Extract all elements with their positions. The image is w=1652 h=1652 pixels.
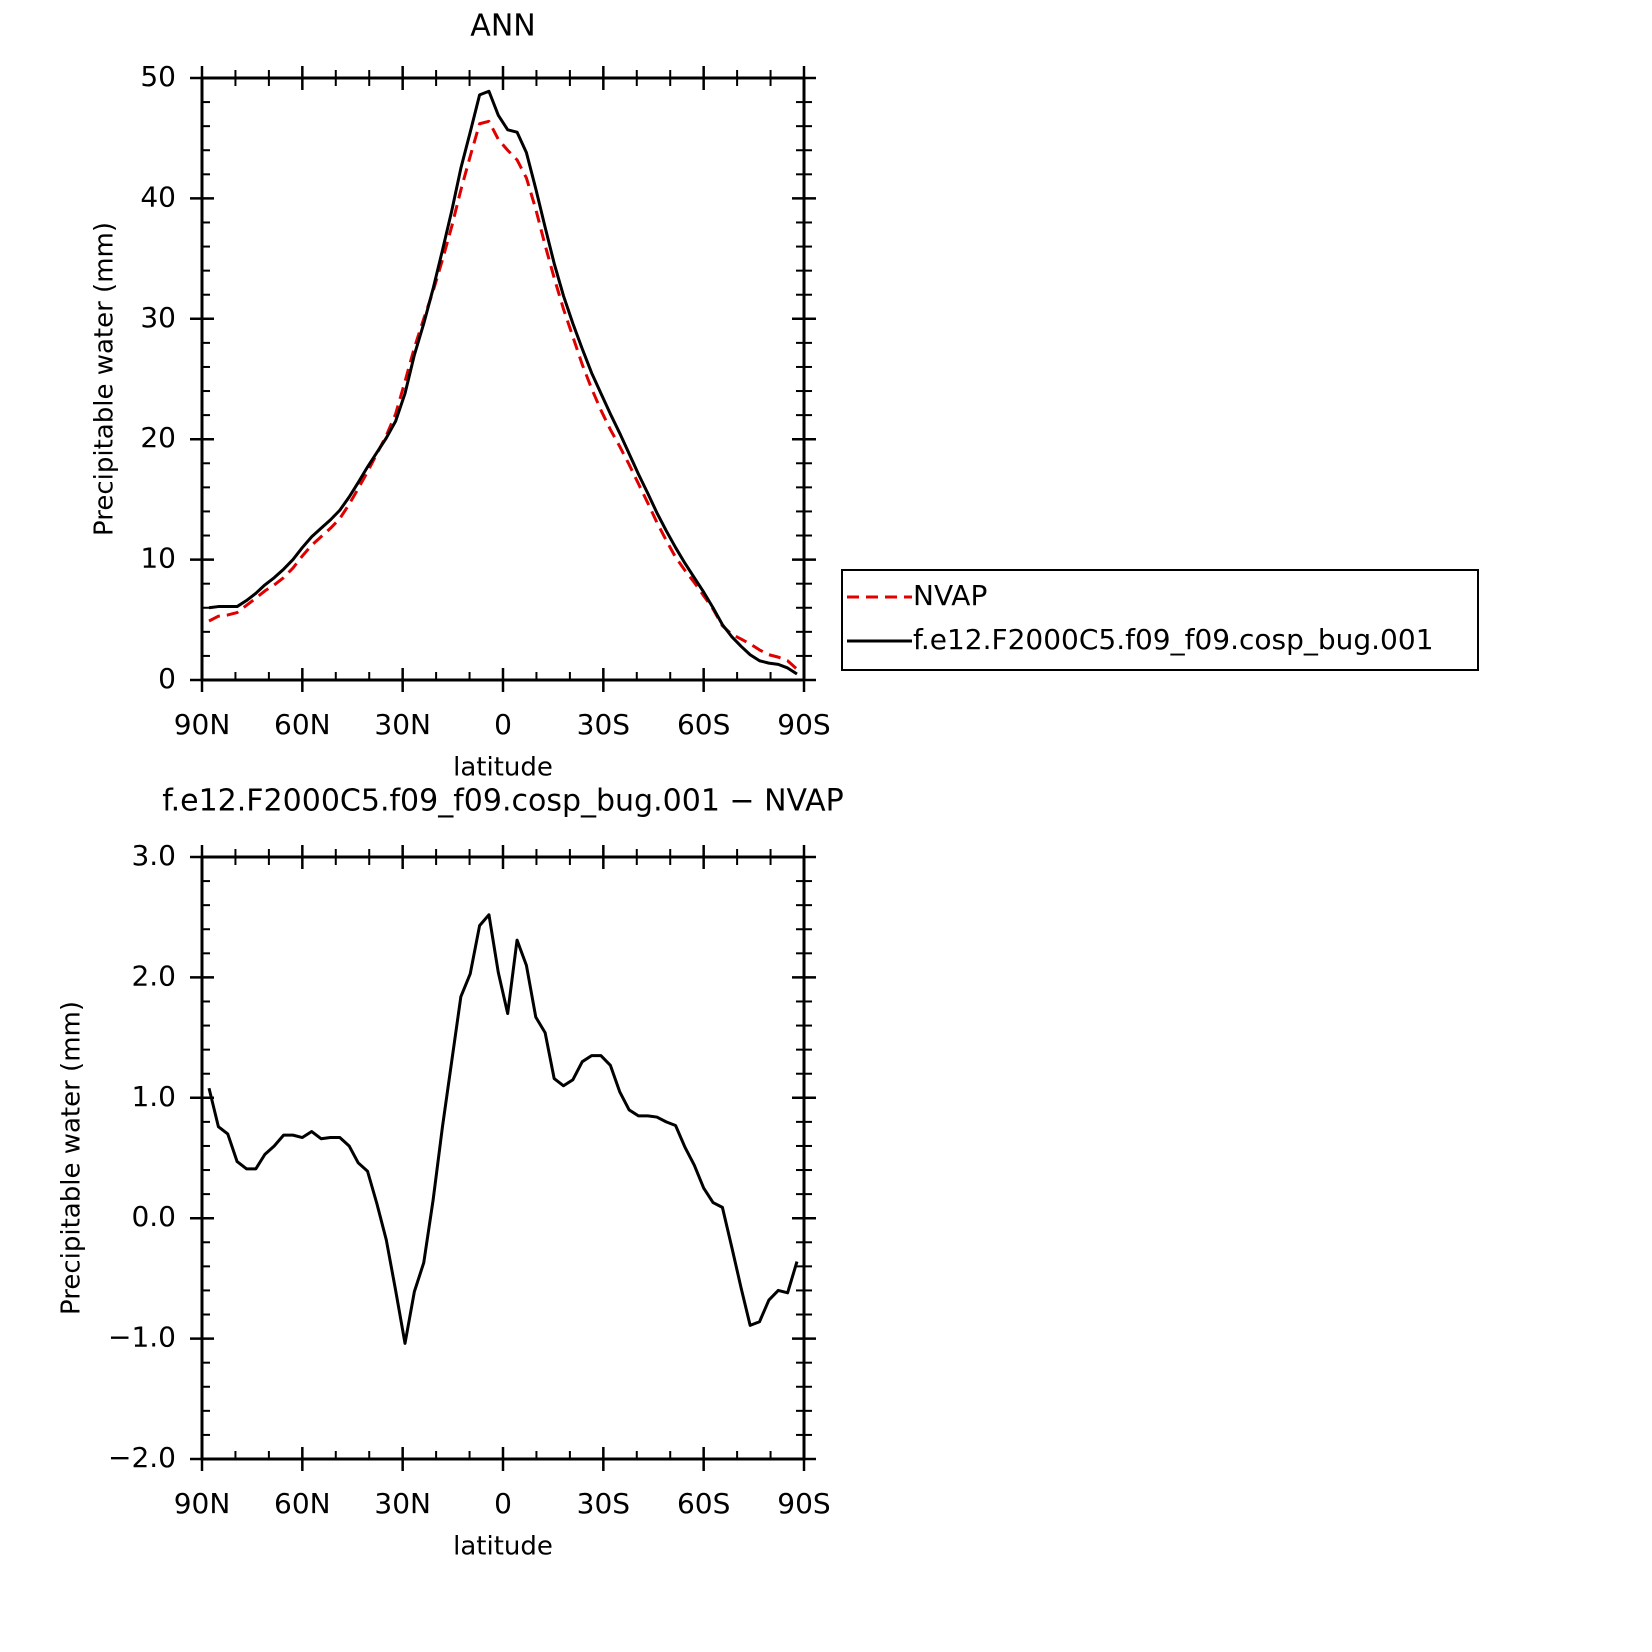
x-tick-label: 60S bbox=[677, 1487, 730, 1520]
y-tick-label: −2.0 bbox=[108, 1441, 176, 1474]
chart-title: ANN bbox=[470, 9, 535, 44]
y-tick-label: 0.0 bbox=[131, 1200, 176, 1233]
y-tick-label: 10 bbox=[140, 542, 176, 575]
y-tick-label: −1.0 bbox=[108, 1321, 176, 1354]
x-tick-label: 30N bbox=[374, 708, 431, 741]
y-tick-label: 2.0 bbox=[131, 959, 176, 992]
data-line bbox=[208, 119, 798, 671]
chart-title: f.e12.F2000C5.f09_f09.cosp_bug.001 − NVA… bbox=[162, 784, 844, 819]
y-tick-label: 50 bbox=[140, 60, 176, 93]
x-tick-label: 90S bbox=[777, 708, 830, 741]
x-tick-label: 0 bbox=[494, 708, 512, 741]
y-tick-label: 0 bbox=[158, 662, 176, 695]
x-tick-label: 60S bbox=[677, 708, 730, 741]
x-tick-label: 0 bbox=[494, 1487, 512, 1520]
y-tick-label: 1.0 bbox=[131, 1080, 176, 1113]
x-tick-label: 30S bbox=[577, 1487, 630, 1520]
x-tick-label: 90N bbox=[174, 708, 231, 741]
legend-label: NVAP bbox=[913, 579, 987, 612]
x-tick-label: 60N bbox=[274, 1487, 331, 1520]
y-tick-label: 3.0 bbox=[131, 839, 176, 872]
y-tick-label: 40 bbox=[140, 180, 176, 213]
legend-box bbox=[841, 569, 1479, 671]
x-tick-label: 30N bbox=[374, 1487, 431, 1520]
legend-label: f.e12.F2000C5.f09_f09.cosp_bug.001 bbox=[913, 623, 1434, 656]
y-axis-label: Precipitable water (mm) bbox=[57, 1001, 87, 1315]
data-line bbox=[207, 913, 799, 1345]
data-line bbox=[208, 89, 798, 676]
x-tick-label: 90N bbox=[174, 1487, 231, 1520]
y-axis-label: Precipitable water (mm) bbox=[90, 222, 120, 536]
plot-frame bbox=[200, 855, 806, 1461]
x-axis-label: latitude bbox=[453, 1532, 553, 1562]
y-tick-label: 30 bbox=[140, 301, 176, 334]
y-tick-label: 20 bbox=[140, 421, 176, 454]
x-axis-label: latitude bbox=[453, 753, 553, 783]
plot-frame bbox=[200, 76, 806, 682]
x-tick-label: 30S bbox=[577, 708, 630, 741]
x-tick-label: 60N bbox=[274, 708, 331, 741]
x-tick-label: 90S bbox=[777, 1487, 830, 1520]
